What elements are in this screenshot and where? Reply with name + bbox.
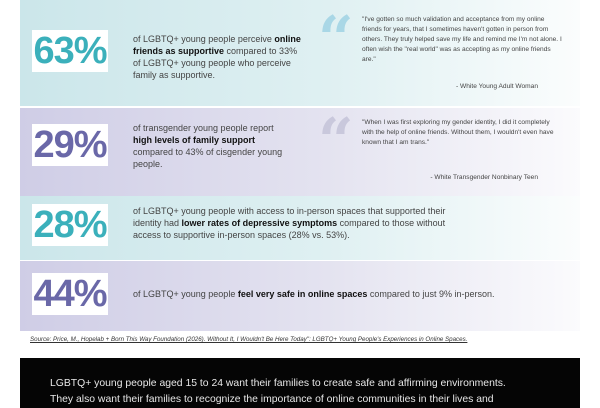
- quote-mark-icon: “: [318, 104, 354, 177]
- stat-text: of LGBTQ+ young people perceive online f…: [133, 34, 301, 80]
- callout-line: LGBTQ+ young people aged 15 to 24 want t…: [50, 378, 506, 389]
- stat-panel-online-friends: 63% of LGBTQ+ young people perceive onli…: [20, 0, 580, 106]
- quote-attribution: - White Young Adult Woman: [456, 83, 538, 90]
- quote-attribution: - White Transgender Nonbinary Teen: [430, 174, 538, 181]
- stat-panel-online-safety: 44% of LGBTQ+ young people feel very saf…: [20, 261, 580, 331]
- callout-box: LGBTQ+ young people aged 15 to 24 want t…: [20, 358, 580, 408]
- stat-text: of LGBTQ+ young people feel very safe in…: [133, 289, 495, 299]
- stat-panel-depressive-symptoms: 28% of LGBTQ+ young people with access t…: [20, 196, 580, 260]
- stat-text: of LGBTQ+ young people with access to in…: [133, 206, 446, 240]
- stat-text: of transgender young people report high …: [133, 123, 283, 169]
- stat-number: 63%: [32, 30, 108, 72]
- quote-text: "I've gotten so much validation and acce…: [362, 16, 562, 63]
- stat-number: 28%: [32, 204, 108, 246]
- stat-number: 44%: [32, 273, 108, 315]
- stat-number: 29%: [32, 124, 108, 166]
- source-citation-link[interactable]: Source: Price, M., Hopelab + Born This W…: [30, 336, 468, 343]
- stat-panel-family-support: 29% of transgender young people report h…: [20, 108, 580, 196]
- quote-mark-icon: “: [318, 2, 354, 75]
- quote-text: "When I was first exploring my gender id…: [362, 119, 554, 146]
